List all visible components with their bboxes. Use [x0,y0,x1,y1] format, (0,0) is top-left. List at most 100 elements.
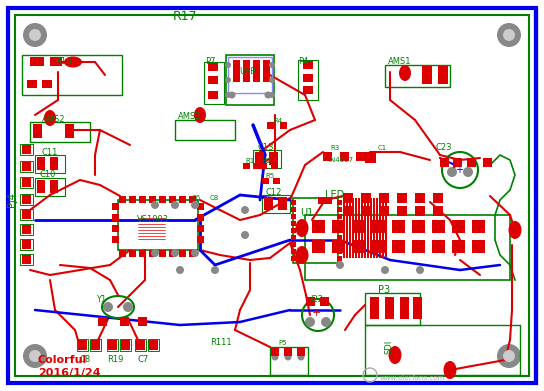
Bar [208,63,218,71]
Circle shape [321,317,331,327]
Circle shape [225,77,231,83]
Ellipse shape [194,107,206,123]
Bar [291,256,296,261]
Bar [291,214,296,219]
Circle shape [228,91,236,99]
Circle shape [269,77,275,83]
Text: LED: LED [325,190,344,200]
Bar [118,200,198,250]
Bar [440,158,449,167]
Bar [352,240,365,253]
Bar [136,340,145,350]
Bar [305,215,510,280]
Circle shape [23,23,47,47]
Circle shape [503,350,515,362]
Circle shape [503,29,515,41]
Bar [438,66,448,84]
Bar [361,193,371,203]
Bar [179,196,186,203]
Bar [169,250,176,257]
Text: R111: R111 [210,338,232,347]
Bar [148,339,159,351]
Bar [112,214,119,221]
Text: AMS1: AMS1 [388,57,411,66]
Bar [197,203,204,210]
Bar [361,198,363,258]
Circle shape [305,317,315,327]
Bar [291,249,296,254]
Circle shape [191,249,199,257]
Bar [271,348,279,356]
Bar [453,158,462,167]
Bar [179,250,186,257]
Circle shape [381,266,389,274]
Bar [20,239,33,250]
Bar [267,122,274,129]
Bar [370,198,372,258]
Bar [226,55,274,105]
Bar [349,198,351,258]
Text: C8: C8 [79,355,91,364]
Bar [197,214,204,221]
Circle shape [305,86,312,93]
Bar [204,62,224,104]
Bar [189,250,196,257]
Bar [379,198,381,258]
Bar [397,206,407,216]
Circle shape [225,62,231,68]
Bar [35,178,65,196]
Bar [291,200,296,205]
Bar [260,163,267,169]
Bar [293,198,338,263]
Bar [364,198,366,258]
Bar [343,198,345,258]
Text: C7: C7 [138,355,149,364]
Bar [303,74,313,82]
Bar [312,240,325,253]
Bar [291,221,296,226]
Bar [392,220,405,233]
Circle shape [463,167,473,177]
Bar [37,180,45,193]
Circle shape [103,302,113,312]
Bar [337,235,342,240]
Bar [291,207,296,212]
Circle shape [285,353,292,361]
Text: AMS3: AMS3 [178,112,202,121]
Bar [337,214,342,219]
Bar [253,60,260,82]
Ellipse shape [295,246,308,264]
Bar [332,240,345,253]
Bar [382,198,384,258]
Bar [112,236,119,243]
Bar [112,203,119,210]
Bar [361,206,371,216]
Bar [42,80,52,88]
Bar [77,339,88,351]
Bar [149,340,158,350]
Bar [372,220,385,233]
Text: U1: U1 [300,208,313,218]
Bar [346,198,348,258]
Text: C12: C12 [265,188,281,197]
Text: R19: R19 [107,355,123,364]
Text: +: + [455,165,463,175]
Text: P3: P3 [378,285,390,295]
Bar [412,240,425,253]
Bar [343,193,353,203]
Bar [367,198,369,258]
Text: C10: C10 [40,170,57,179]
Bar [415,193,425,203]
Text: R3: R3 [330,145,339,151]
Text: R1: R1 [245,158,254,164]
Text: C23: C23 [435,143,452,152]
Bar [159,250,166,257]
Bar [189,196,196,203]
Bar [197,236,204,243]
Circle shape [269,92,275,98]
Bar [50,180,58,193]
Bar [270,347,308,375]
Bar [243,163,250,169]
Bar [208,91,218,99]
Bar [135,339,146,351]
